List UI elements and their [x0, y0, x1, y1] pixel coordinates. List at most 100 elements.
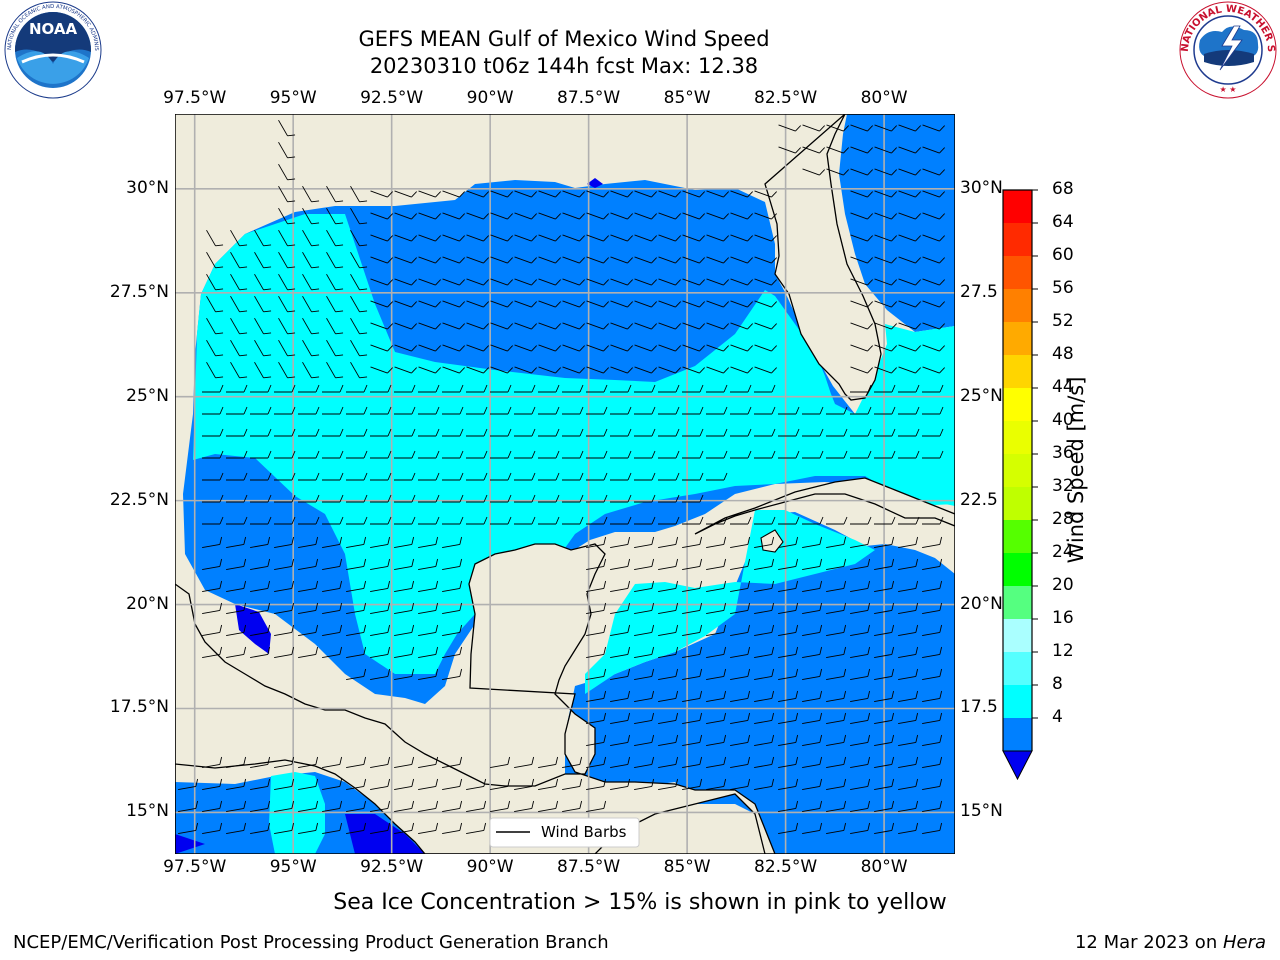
wind-barb [850, 778, 871, 791]
wind-barb [826, 690, 847, 703]
wind-barb [466, 366, 489, 374]
wind-barb [206, 295, 224, 313]
wind-barb [898, 146, 921, 154]
wind-barb [442, 366, 465, 374]
wind-barb [466, 384, 488, 393]
wind-barb [326, 251, 344, 269]
wind-barb [682, 558, 703, 571]
wind-barb [302, 339, 320, 357]
wind-barb [610, 450, 632, 459]
wind-barb [898, 322, 921, 330]
wind-barb [898, 602, 919, 615]
wind-barb [850, 800, 871, 813]
wind-barb [586, 234, 609, 242]
noaa-logo: NOAA NATIONAL OCEANIC AND ATMOSPHERIC AD… [2, 0, 102, 99]
wind-barb [826, 146, 849, 154]
lon-label-top: 90°W [466, 88, 514, 108]
wind-barb [658, 602, 679, 615]
wind-barb [394, 344, 417, 352]
wind-barb [730, 344, 753, 352]
atlantic-ocean-region [839, 114, 955, 332]
wind-barb [394, 646, 415, 659]
wind-barb [586, 712, 607, 725]
wind-barb [658, 234, 681, 242]
wind-barb [658, 690, 679, 703]
wind-barb [898, 624, 919, 637]
wind-barb [442, 428, 464, 437]
wind-barb [514, 300, 537, 308]
colorbar-tick-label: 24 [1052, 542, 1074, 562]
lon-label-bottom: 95°W [269, 857, 317, 877]
colorbar-tick-label: 16 [1052, 608, 1074, 628]
wind-barb [466, 778, 487, 791]
wind-barb [490, 344, 513, 352]
wind-barb [302, 361, 320, 379]
wind-barb [922, 558, 943, 571]
wind-barb [514, 756, 535, 769]
wind-barb [682, 472, 704, 481]
wind-barb [634, 256, 657, 264]
wind-barb [778, 406, 800, 415]
wind-barb [874, 580, 895, 593]
lat-label-left: 22.5°N [109, 489, 169, 510]
wind-barb [658, 668, 679, 681]
wind-barb [706, 712, 727, 725]
wind-barb [826, 712, 847, 725]
wind-barb [922, 516, 944, 525]
wind-barb [706, 602, 727, 615]
wind-barb [322, 756, 343, 769]
wind-barb [754, 256, 777, 264]
wind-barb [346, 558, 367, 571]
gulf-low-wind-patch [235, 604, 271, 654]
wind-barb [682, 322, 705, 330]
wind-barb [682, 624, 703, 637]
wind-barb [302, 251, 320, 269]
wind-barb [802, 756, 823, 769]
wind-barb [418, 450, 440, 459]
wind-barb [202, 800, 223, 813]
wind-barb [850, 384, 872, 393]
wind-barb [850, 602, 871, 615]
wind-barb [538, 322, 561, 330]
wind-barb [898, 366, 921, 374]
wind-barb [682, 256, 705, 264]
wind-barb [370, 472, 392, 481]
wind-barb [350, 295, 368, 313]
wind-barb [202, 646, 223, 659]
lat-label-right: 22.5 [960, 489, 998, 510]
wind-barb [874, 536, 895, 549]
colorbar-tick-label: 44 [1052, 377, 1074, 397]
wind-barb [898, 646, 919, 659]
wind-barb [274, 778, 295, 791]
wind-barb [730, 602, 751, 615]
wind-barb [490, 278, 513, 286]
wind-barb [346, 756, 367, 769]
wind-speed-map: Wind Barbs [175, 114, 955, 854]
wind-barb [898, 734, 919, 747]
wind-barb [898, 300, 921, 308]
wind-barb [418, 256, 441, 264]
wind-barb [922, 624, 943, 637]
wind-barb [538, 516, 560, 525]
wind-barb [346, 580, 367, 593]
wind-barb [418, 472, 440, 481]
wind-barb [278, 185, 296, 203]
wind-barb [682, 756, 703, 769]
wind-barb [586, 580, 607, 593]
wind-barb [610, 756, 631, 769]
wind-barb [442, 494, 464, 503]
wind-barb [730, 580, 751, 593]
colorbar-segment [1003, 223, 1032, 256]
colorbar-segment [1003, 454, 1032, 487]
wind-barb [610, 580, 631, 593]
lat-label-left: 15°N [126, 801, 169, 822]
wind-barb [898, 756, 919, 769]
wind-barb [850, 690, 871, 703]
wind-barb [610, 668, 631, 681]
wind-barb [370, 822, 391, 835]
wind-barb [898, 278, 921, 286]
wind-barb [370, 536, 391, 549]
wind-barb [418, 822, 439, 835]
wind-barb [490, 384, 512, 393]
noaa-logo-text: NOAA [29, 20, 78, 38]
